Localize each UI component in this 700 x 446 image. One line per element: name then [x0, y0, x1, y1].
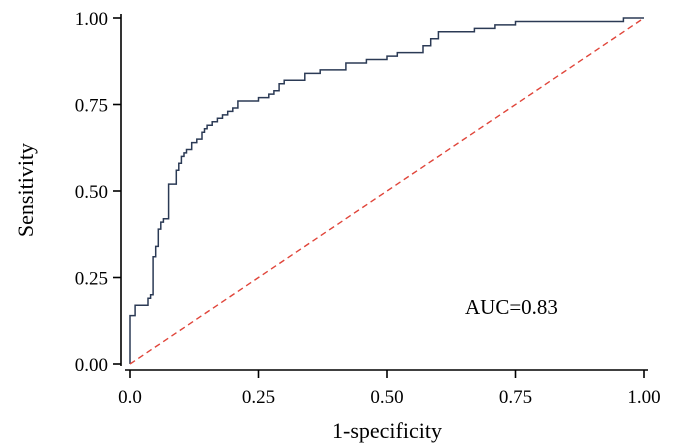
x-axis-title: 1-specificity [332, 418, 442, 443]
x-ticks: 0.0 0.25 0.50 0.75 1.00 [118, 370, 661, 408]
x-tick-label: 0.0 [118, 387, 142, 408]
y-tick-label: 0.25 [75, 269, 108, 290]
y-axis-title: Sensitivity [13, 143, 38, 237]
y-ticks: 0.00 0.25 0.50 0.75 1.00 [75, 9, 121, 376]
roc-curve [129, 17, 644, 364]
auc-annotation: AUC=0.83 [465, 295, 558, 319]
x-tick-label: 0.50 [370, 387, 403, 408]
x-tick-label: 0.25 [242, 387, 275, 408]
plot-series [129, 17, 645, 365]
y-tick-label: 0.75 [75, 96, 108, 117]
reference-diagonal-line [129, 17, 645, 365]
y-tick-label: 0.50 [75, 182, 108, 203]
x-tick-label: 1.00 [627, 387, 660, 408]
y-tick-label: 1.00 [75, 9, 108, 30]
x-tick-label: 0.75 [499, 387, 532, 408]
y-tick-label: 0.00 [75, 355, 108, 376]
